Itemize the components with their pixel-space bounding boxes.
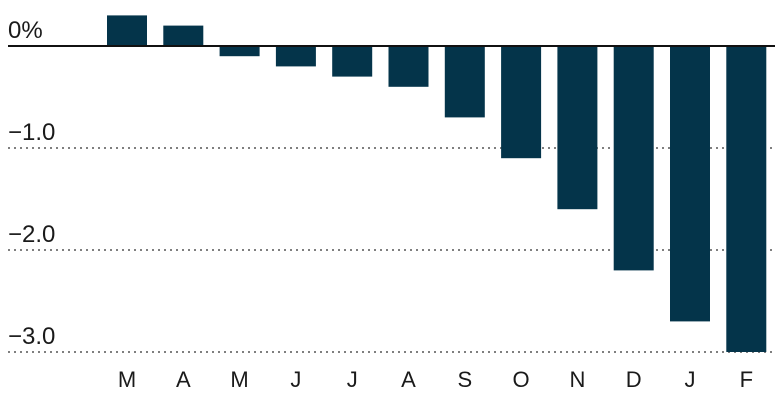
x-category-label: N [569,367,585,392]
x-category-label: A [401,367,416,392]
bar [163,25,204,46]
gridlines [8,147,775,353]
x-category-label: M [118,367,136,392]
bar [388,46,429,87]
x-category-label: F [740,367,753,392]
y-tick-label: −2.0 [8,221,55,248]
bar [613,46,654,271]
x-category-label: O [513,367,530,392]
bar [332,46,373,77]
bar [670,46,710,322]
x-category-label: J [347,367,358,392]
bar [444,46,485,118]
x-category-label: J [290,367,301,392]
x-category-label: A [176,367,191,392]
x-category-label: M [230,367,248,392]
bar [275,46,316,67]
bar [726,46,767,352]
x-category-label: S [457,367,472,392]
bar [219,46,260,57]
x-category-label: J [685,367,696,392]
y-tick-label: −1.0 [8,119,55,146]
y-tick-label: −3.0 [8,323,55,350]
x-category-label: D [626,367,642,392]
y-tick-label: 0% [8,17,43,44]
bar [557,46,598,210]
bar [107,15,147,46]
bar [501,46,542,159]
bars [107,15,767,352]
y-tick-labels: 0% −1.0 −2.0 −3.0 [8,17,55,350]
